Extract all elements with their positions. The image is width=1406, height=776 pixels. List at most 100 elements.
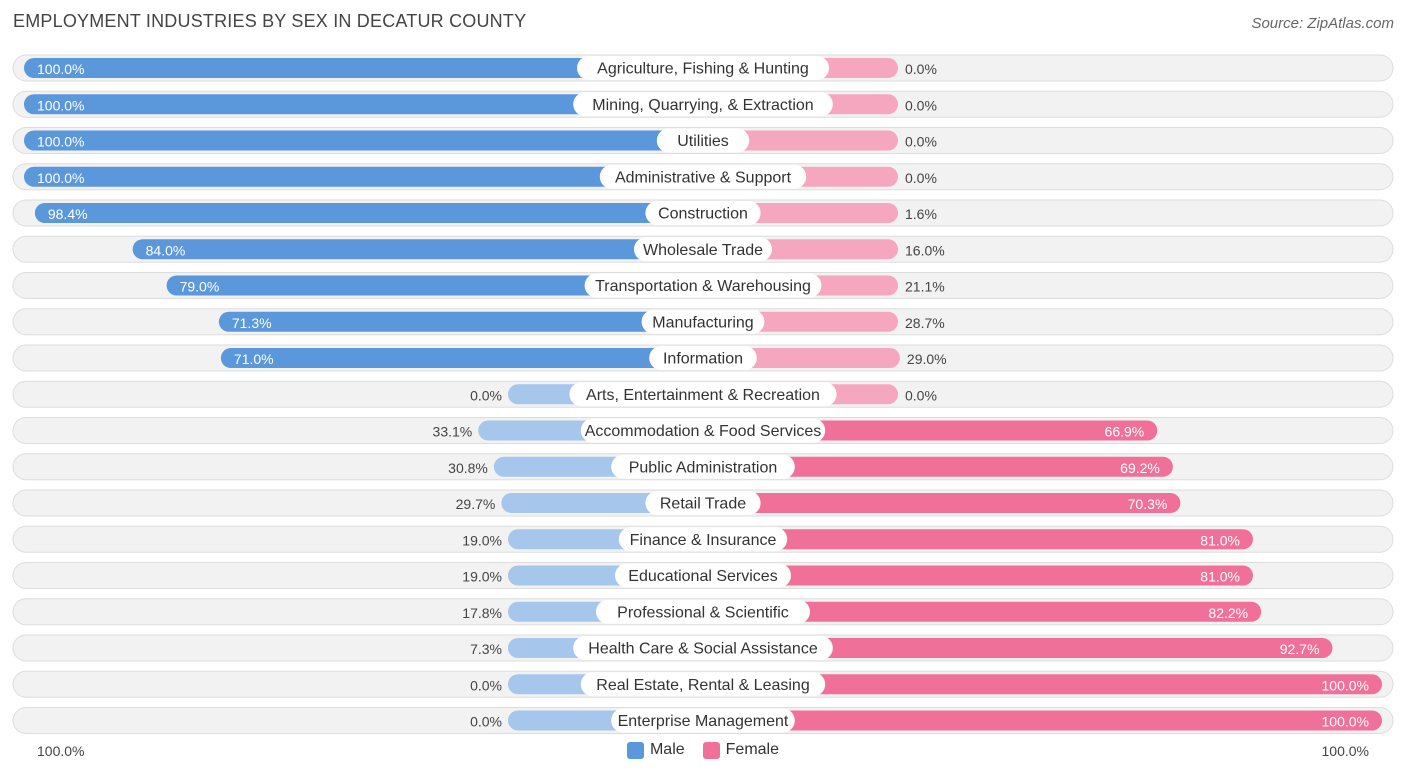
male-value-label: 19.0% [462, 569, 502, 585]
category-label: Real Estate, Rental & Leasing [596, 677, 809, 694]
male-value-label: 100.0% [37, 170, 84, 186]
male-bar [166, 275, 704, 296]
male-value-label: 71.0% [234, 351, 274, 367]
male-value-label: 84.0% [146, 242, 186, 258]
legend-swatch-female [702, 741, 720, 759]
female-value-label: 70.3% [1128, 496, 1168, 512]
category-label: Health Care & Social Assistance [588, 641, 818, 658]
axis-left-label: 100.0% [37, 743, 85, 759]
category-label-bg [615, 563, 791, 588]
male-value-label: 17.8% [462, 605, 502, 621]
chart-title: EMPLOYMENT INDUSTRIES BY SEX IN DECATUR … [13, 11, 527, 31]
source-note: Source: ZipAtlas.com [1251, 15, 1394, 32]
male-value-label: 30.8% [448, 460, 488, 476]
category-label: Transportation & Warehousing [595, 278, 811, 295]
category-label: Educational Services [628, 568, 777, 585]
female-bar [703, 493, 1181, 513]
male-value-label: 0.0% [470, 387, 502, 403]
female-bar [703, 456, 1173, 477]
male-value-label: 100.0% [37, 134, 84, 150]
male-bar [24, 94, 703, 115]
legend: Male Female [0, 741, 1406, 759]
category-label: Administrative & Support [615, 169, 792, 186]
female-bar [703, 529, 1253, 550]
male-value-label: 7.3% [470, 641, 502, 657]
category-label-bg [656, 128, 750, 153]
male-value-label: 0.0% [470, 677, 502, 693]
male-bar [34, 203, 703, 223]
category-label-bg [618, 527, 788, 552]
category-label: Construction [658, 206, 748, 223]
category-label: Manufacturing [652, 314, 753, 331]
category-label-bg [573, 92, 833, 117]
category-label-bg [580, 672, 826, 697]
category-label: Agriculture, Fishing & Hunting [597, 61, 809, 78]
category-label-bg [634, 237, 772, 262]
female-value-label: 82.2% [1208, 605, 1248, 621]
male-value-label: 33.1% [433, 424, 473, 440]
female-value-label: 100.0% [1322, 714, 1369, 730]
category-label: Finance & Insurance [630, 532, 777, 549]
female-value-label: 0.0% [905, 97, 937, 113]
legend-item-female[interactable]: Female [702, 741, 780, 759]
axis-right-label: 100.0% [1321, 743, 1369, 759]
category-label: Professional & Scientific [617, 604, 789, 621]
male-value-label: 29.7% [456, 496, 496, 512]
female-bar [703, 674, 1382, 695]
female-bar [703, 601, 1262, 622]
category-label: Mining, Quarrying, & Extraction [592, 97, 813, 114]
category-label: Information [663, 351, 743, 368]
category-label-bg [611, 708, 795, 733]
chart-canvas: Agriculture, Fishing & Hunting 100.0% 0.0%… [12, 54, 1394, 734]
category-label-bg [596, 599, 810, 624]
female-bar [703, 710, 1382, 731]
female-bar [703, 130, 898, 151]
category-label-bg [580, 418, 826, 443]
male-bar [132, 239, 703, 260]
legend-label-female: Female [725, 741, 780, 758]
category-label-bg [645, 201, 761, 225]
category-label-bg [599, 164, 807, 189]
category-label: Arts, Entertainment & Recreation [586, 387, 820, 404]
category-label-bg [577, 56, 829, 80]
female-value-label: 0.0% [905, 134, 937, 150]
category-label-bg [584, 273, 822, 298]
legend-item-male[interactable]: Male [626, 741, 685, 759]
female-value-label: 69.2% [1120, 460, 1160, 476]
female-value-label: 0.0% [905, 387, 937, 403]
legend-label-male: Male [649, 741, 685, 758]
male-value-label: 0.0% [470, 714, 502, 730]
male-value-label: 98.4% [48, 206, 88, 222]
female-value-label: 100.0% [1322, 677, 1369, 693]
category-label-bg [645, 491, 761, 515]
female-value-label: 29.0% [907, 351, 947, 367]
male-bar [24, 58, 703, 78]
category-label-bg [611, 454, 795, 479]
female-value-label: 92.7% [1280, 641, 1320, 657]
female-value-label: 21.1% [905, 279, 945, 295]
category-label: Public Administration [629, 459, 778, 476]
category-label: Retail Trade [660, 496, 746, 513]
female-bar [703, 638, 1333, 658]
male-bar [218, 311, 704, 332]
male-bar [24, 130, 703, 151]
female-value-label: 81.0% [1200, 569, 1240, 585]
category-label-bg [641, 309, 765, 334]
female-value-label: 0.0% [905, 170, 937, 186]
male-value-label: 19.0% [462, 532, 502, 548]
category-label: Accommodation & Food Services [585, 423, 822, 440]
female-value-label: 81.0% [1200, 532, 1240, 548]
female-value-label: 0.0% [905, 61, 937, 77]
male-value-label: 100.0% [37, 61, 84, 77]
female-value-label: 16.0% [905, 242, 945, 258]
female-value-label: 66.9% [1105, 424, 1145, 440]
female-value-label: 1.6% [905, 206, 937, 222]
male-value-label: 71.3% [232, 315, 272, 331]
female-bar [703, 565, 1253, 586]
male-value-label: 79.0% [180, 279, 220, 295]
category-label-bg [573, 636, 833, 660]
category-label-bg [569, 382, 837, 407]
female-value-label: 28.7% [905, 315, 945, 331]
male-bar [220, 348, 703, 368]
male-value-label: 100.0% [37, 97, 84, 113]
